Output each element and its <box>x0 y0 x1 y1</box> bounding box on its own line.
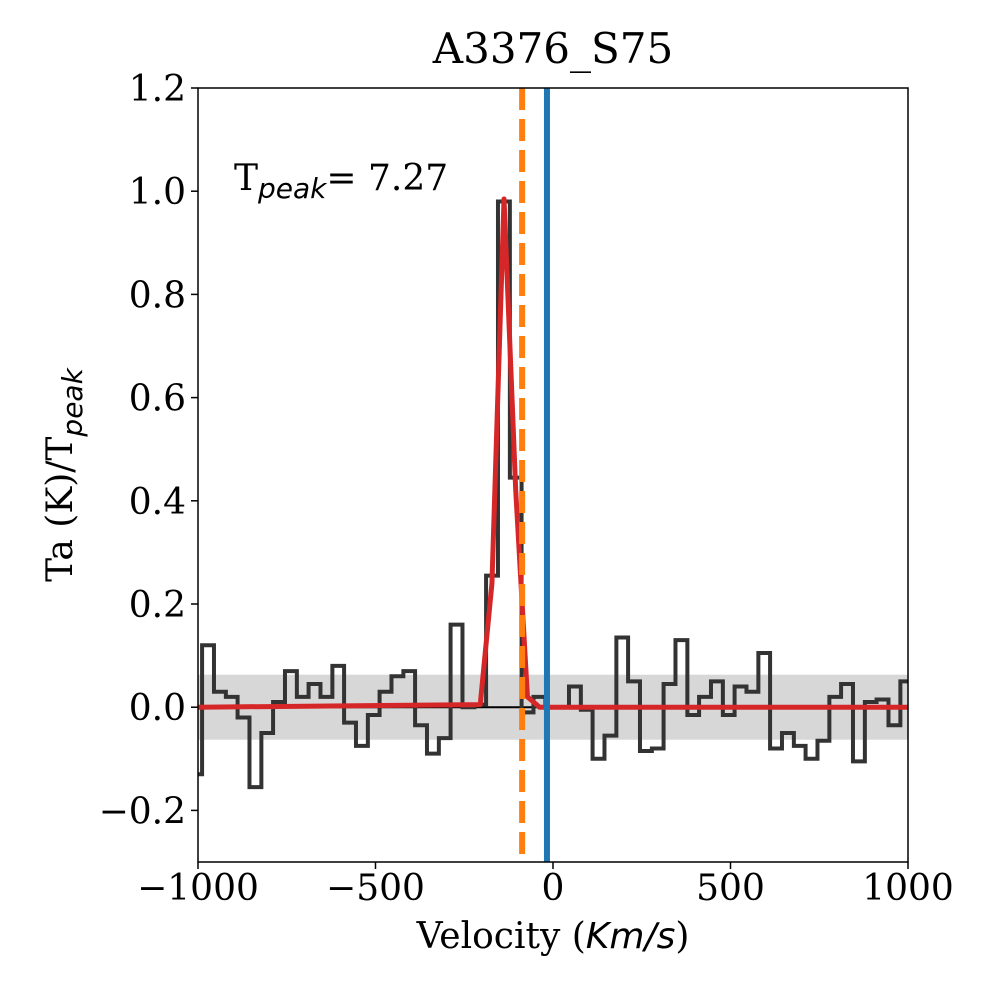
fit-line <box>198 196 908 710</box>
x-label-part: Velocity ( <box>416 916 586 957</box>
x-tick-label: −500 <box>326 868 425 909</box>
y-tick-label: −0.2 <box>99 791 186 832</box>
x-tick-label: 0 <box>542 868 565 909</box>
x-label-part: ) <box>675 916 689 957</box>
x-axis-label: Velocity (Km/s) <box>416 916 690 957</box>
y-axis-label: Ta (K)/Tpeak <box>40 366 89 581</box>
y-tick-label: 0.0 <box>129 688 186 729</box>
annotation-part: = 7.27 <box>326 158 448 199</box>
y-tick-label: 0.2 <box>129 585 186 626</box>
x-tick-label: 1000 <box>862 868 954 909</box>
y-tick-label: 0.8 <box>129 275 186 316</box>
annotation: Tpeak= 7.27 <box>234 158 448 205</box>
chart-title: A3376_S75 <box>432 24 673 73</box>
y-tick-label: 0.4 <box>129 482 186 523</box>
x-label-part: Km/s <box>586 916 676 957</box>
y-tick-label: 1.0 <box>129 172 186 213</box>
y-label-part: Ta (K)/T <box>40 437 81 582</box>
annotation-part: peak <box>257 172 328 205</box>
y-label-part: peak <box>56 366 89 437</box>
x-tick-label: 500 <box>696 868 765 909</box>
y-tick-label: 0.6 <box>129 379 186 420</box>
annotation-part: T <box>234 158 258 199</box>
x-tick-label: −1000 <box>137 868 259 909</box>
y-tick-label: 1.2 <box>129 69 186 110</box>
